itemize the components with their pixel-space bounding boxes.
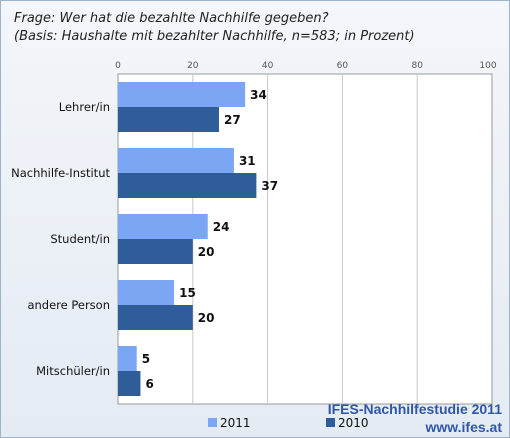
data-label: 34	[250, 88, 267, 102]
legend-label: 2011	[220, 416, 251, 430]
bar-2011	[118, 82, 246, 107]
legend-swatch-2010	[326, 418, 335, 427]
bar-2011	[118, 280, 175, 305]
category-label: Lehrer/in	[59, 100, 110, 114]
bar-2011	[118, 346, 137, 371]
category-label: Nachhilfe-Institut	[11, 166, 110, 180]
bar-2010	[118, 107, 219, 132]
legend-label: 2010	[338, 416, 369, 430]
x-tick-label: 100	[479, 61, 496, 71]
category-label: Student/in	[50, 232, 110, 246]
data-label: 31	[239, 154, 256, 168]
bar-2011	[118, 214, 208, 239]
study-branding: IFES-Nachhilfestudie 2011 www.ifes.at	[328, 400, 502, 436]
question-line-1: Frage: Wer hat die bezahlte Nachhilfe ge…	[14, 11, 329, 26]
x-tick-label: 80	[411, 61, 423, 71]
data-label: 15	[179, 286, 196, 300]
bar-2011	[118, 148, 234, 173]
data-label: 27	[224, 113, 241, 127]
bar-2010	[118, 239, 193, 264]
data-label: 5	[142, 352, 150, 366]
study-url: www.ifes.at	[425, 419, 502, 435]
data-label: 24	[213, 220, 230, 234]
category-label: Mitschüler/in	[36, 364, 110, 378]
legend-swatch-2011	[208, 418, 217, 427]
data-label: 37	[261, 179, 278, 193]
data-label: 20	[198, 311, 215, 325]
data-label: 6	[145, 377, 153, 391]
bar-2010	[118, 305, 193, 330]
x-tick-label: 0	[115, 61, 121, 71]
bar-2010	[118, 173, 257, 198]
bar-2010	[118, 371, 141, 396]
question-line-2: (Basis: Haushalte mit bezahlter Nachhilf…	[14, 29, 415, 44]
data-label: 20	[198, 245, 215, 259]
x-tick-label: 60	[337, 61, 349, 71]
question-text: Frage: Wer hat die bezahlte Nachhilfe ge…	[14, 10, 415, 46]
x-tick-label: 20	[187, 61, 199, 71]
study-name: IFES-Nachhilfestudie 2011	[327, 401, 502, 417]
x-tick-label: 40	[262, 61, 274, 71]
category-label: andere Person	[27, 298, 110, 312]
